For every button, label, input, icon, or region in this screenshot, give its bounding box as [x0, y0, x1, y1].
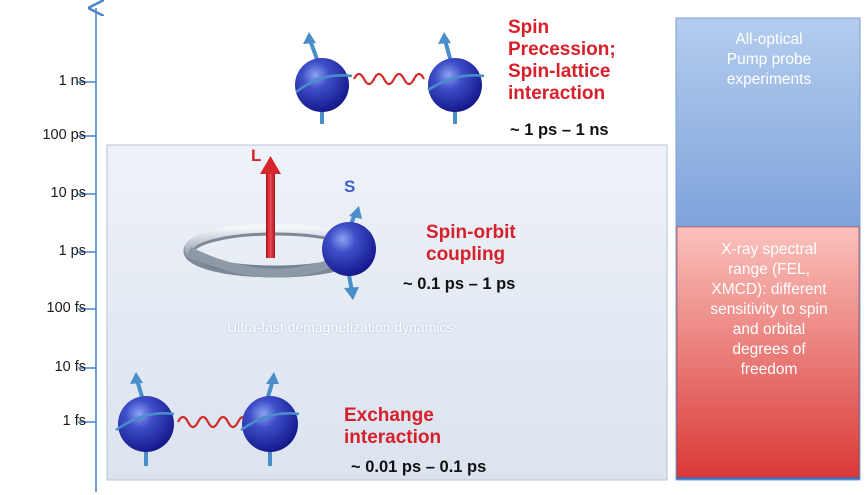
region-caption: Ultra-fast demagnetization dynamics — [227, 319, 454, 335]
demagnetization-region — [106, 144, 668, 481]
spin-orbit-ring — [183, 156, 376, 300]
spin-precession-title: Spin Precession; Spin-lattice interactio… — [508, 17, 616, 104]
xray-range-box — [676, 226, 860, 478]
optical-box-text: All-optical Pump probe experiments — [726, 31, 812, 88]
exchange-wave-icon — [353, 72, 425, 86]
spin-s-ball-icon — [322, 206, 376, 300]
tick-label: 1 ns — [58, 73, 86, 89]
spin-orbit-title: Spin-orbit coupling — [426, 222, 516, 265]
exchange-range: ~ 0.01 ps – 0.1 ps — [351, 458, 487, 476]
spin-pair-top — [295, 32, 485, 124]
spin-pair-bottom — [115, 372, 300, 466]
spin-ball-icon — [240, 372, 300, 466]
tick-label: 10 fs — [54, 359, 86, 375]
spin-ball-icon — [427, 32, 485, 124]
spin-label-S: S — [344, 177, 356, 196]
tick-label: 1 fs — [62, 413, 86, 429]
orbital-momentum-arrow-icon — [260, 156, 281, 258]
orbital-label-L: L — [251, 146, 262, 165]
xray-box-text: X-ray spectral range (FEL, XMCD): differ… — [710, 241, 828, 378]
spin-ball-icon — [115, 372, 175, 466]
spin-orbit-range: ~ 0.1 ps – 1 ps — [403, 275, 516, 293]
tick-label: 10 ps — [50, 185, 86, 201]
axis-ticks — [78, 81, 96, 423]
tick-label: 1 ps — [58, 243, 86, 259]
exchange-wave-icon — [177, 415, 249, 429]
spin-precession-range: ~ 1 ps – 1 ns — [510, 121, 609, 139]
tick-label: 100 ps — [42, 127, 86, 143]
tick-label: 100 fs — [46, 300, 87, 316]
spin-ball-icon — [295, 32, 353, 124]
exchange-title: Exchange interaction — [344, 405, 442, 448]
